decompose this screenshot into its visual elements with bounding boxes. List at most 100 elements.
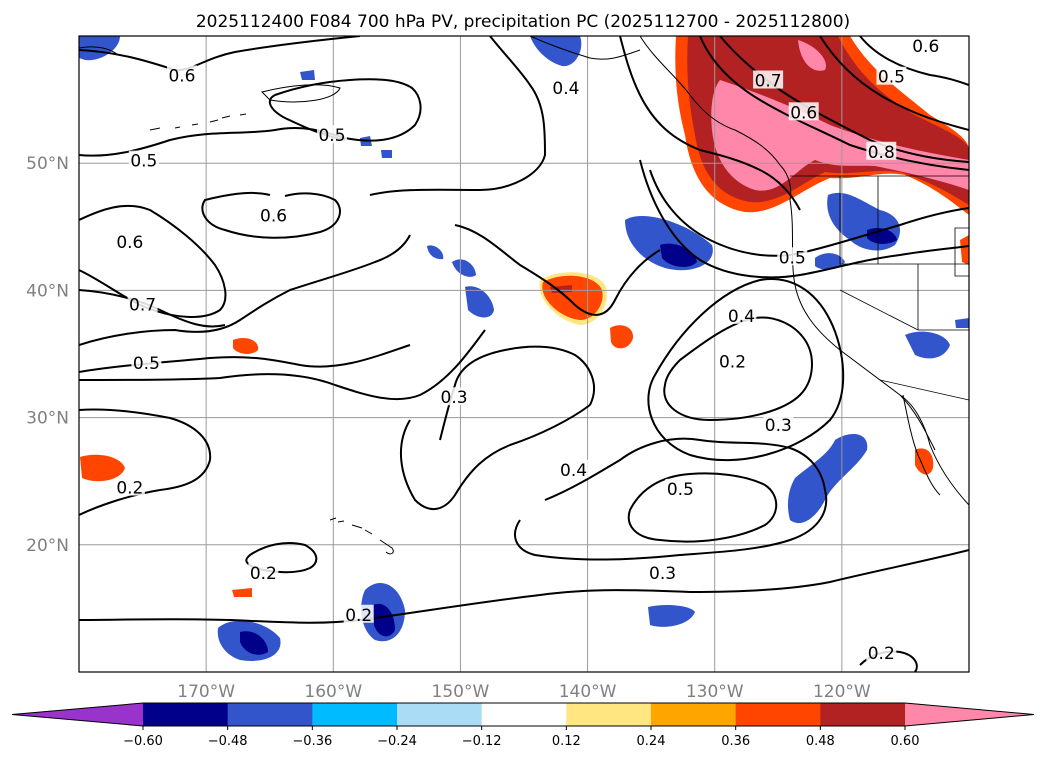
colorbar: −0.60 −0.48 −0.36 −0.24 −0.12 0.12 0.24 0.36 0.4… <box>11 702 1035 749</box>
pv-contour-line <box>699 36 969 171</box>
contour-label: 0.5 <box>130 152 157 172</box>
pv-contour-line <box>544 437 826 501</box>
contour-label-bg <box>866 141 897 160</box>
contour-label-bg <box>114 477 145 496</box>
contour-label-bg <box>128 150 159 169</box>
contour-label-bg <box>910 36 941 55</box>
contour-label: 0.4 <box>728 307 755 327</box>
longitude-tick-label: 160°W <box>304 682 362 702</box>
contour-label-bg <box>114 232 145 251</box>
pv-contour-line <box>719 36 969 163</box>
contour-label-bg <box>343 604 374 623</box>
precip-area <box>381 150 392 158</box>
longitude-tick-label: 130°W <box>686 682 744 702</box>
precip-area <box>530 36 582 67</box>
colorbar-tick-label: 0.60 <box>891 734 920 749</box>
precip-area <box>798 40 826 71</box>
precip-area <box>232 588 252 597</box>
precip-area <box>300 70 315 80</box>
political-border <box>839 176 969 265</box>
latitude-tick-label: 40°N <box>26 281 69 301</box>
colorbar-tick-label: −0.60 <box>123 734 163 749</box>
pv-contour-line <box>819 36 969 131</box>
contour-label-bg <box>131 352 162 371</box>
pv-contour-line <box>79 408 212 516</box>
precip-area <box>915 448 934 475</box>
pv-contour-line <box>79 289 226 328</box>
contour-label: 0.2 <box>250 564 277 584</box>
precip-area <box>452 259 476 277</box>
colorbar-tick-label: 0.12 <box>552 734 581 749</box>
colorbar-extend-max <box>905 703 1034 726</box>
colorbar-segment <box>227 703 313 726</box>
precip-area <box>960 235 969 265</box>
contour-label: 0.7 <box>129 295 156 315</box>
contour-label-bg <box>248 562 279 581</box>
pv-contour-line <box>639 159 969 279</box>
precip-area <box>648 604 695 627</box>
longitude-tick-label: 120°W <box>813 682 871 702</box>
contour-label: 0.5 <box>133 354 160 374</box>
contour-label: 0.5 <box>878 68 905 88</box>
map-panel: 0.6 0.5 0.5 0.4 0.6 0.6 0.7 0.5 0.7 0.6 0.5 0.8 0.6 0… <box>78 35 970 673</box>
precip-area <box>955 318 969 328</box>
pv-contour-line <box>201 191 341 239</box>
contour-label: 0.3 <box>649 564 676 584</box>
contour-label: 0.2 <box>719 353 746 373</box>
contour-label-bg <box>788 102 819 121</box>
colorbar-tick-label: −0.12 <box>462 734 502 749</box>
contour-label: 0.3 <box>441 388 468 408</box>
contour-label: 0.6 <box>790 103 817 123</box>
pv-contour-line <box>619 36 801 211</box>
longitude-tick-label: 150°W <box>432 682 490 702</box>
precip-area <box>240 631 268 655</box>
contour-label: 0.5 <box>318 126 345 146</box>
contour-label: 0.4 <box>552 79 579 99</box>
colorbar-tick-label: 0.48 <box>806 734 835 749</box>
precip-area <box>373 603 395 637</box>
colorbar-segment <box>143 703 229 726</box>
contour-label: 0.6 <box>260 206 287 226</box>
contour-label: 0.8 <box>868 143 895 163</box>
colorbar-segment <box>312 703 398 726</box>
colorbar-tick-label: 0.24 <box>637 734 666 749</box>
contour-label: 0.6 <box>116 233 143 253</box>
pv-contour-line <box>359 549 969 621</box>
contour-label-bg <box>726 305 757 324</box>
pv-contour-labels: 0.6 0.5 0.5 0.4 0.6 0.6 0.7 0.5 0.7 0.6 0.5 0.8 0.6 0… <box>114 36 941 664</box>
colorbar-segment <box>481 703 567 726</box>
contour-label-bg <box>258 205 289 224</box>
latitude-tick-label: 30°N <box>26 409 69 429</box>
longitude-tick-label: 170°W <box>177 682 235 702</box>
political-border <box>954 227 969 277</box>
colorbar-tick-label: −0.24 <box>377 734 417 749</box>
colorbar-tick-label: −0.48 <box>208 734 248 749</box>
contour-label-bg <box>866 642 897 661</box>
contour-label-bg <box>127 294 158 313</box>
precip-area <box>80 454 125 482</box>
pv-contour-line <box>369 36 547 196</box>
colorbar-tick-label: −0.36 <box>292 734 332 749</box>
precip-area <box>660 243 697 267</box>
latitude-labels: 50°N 40°N 30°N 20°N <box>26 154 69 556</box>
precip-area <box>427 245 444 260</box>
contour-label: 0.5 <box>667 480 694 500</box>
pv-contour-line <box>454 224 661 316</box>
contour-label: 0.6 <box>912 37 939 57</box>
pv-contour-line <box>859 36 969 86</box>
map-frame <box>78 35 970 673</box>
contour-label-bg <box>317 125 348 144</box>
pv-contour-line <box>79 234 411 346</box>
precip-area <box>233 338 259 354</box>
contour-label: 0.2 <box>345 606 372 626</box>
contour-label: 0.6 <box>168 66 195 86</box>
contour-label: 0.3 <box>765 416 792 436</box>
coastline <box>902 394 941 496</box>
pv-contour-line <box>514 489 828 561</box>
colorbar-tick-label: 0.36 <box>721 734 750 749</box>
political-border <box>839 289 969 331</box>
colorbar-segment <box>397 703 483 726</box>
pv-contour-line <box>399 404 591 510</box>
longitude-tick-label: 140°W <box>559 682 617 702</box>
precip-area <box>787 434 868 524</box>
